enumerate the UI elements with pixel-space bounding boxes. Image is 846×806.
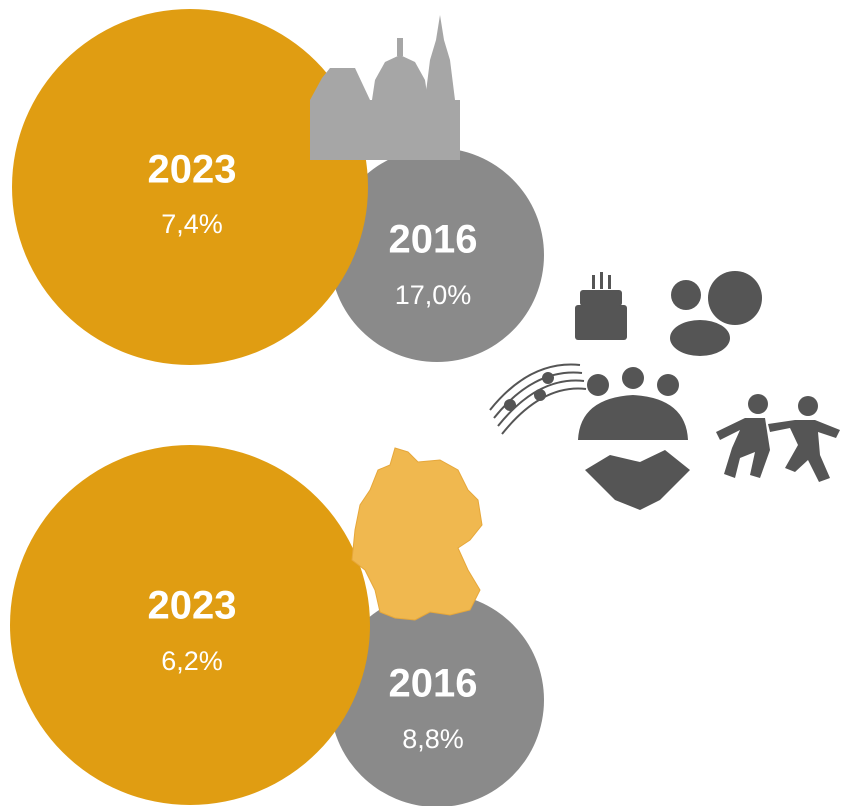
- current-year: 2023: [148, 584, 237, 628]
- current-value: 7,4%: [161, 209, 223, 239]
- circle-current: [12, 9, 368, 365]
- previous-value: 8,8%: [402, 724, 464, 754]
- event-icons: [489, 271, 840, 510]
- meeting-icon: [578, 367, 690, 510]
- current-value: 6,2%: [161, 646, 223, 676]
- group-country: 2023 6,2% 2016 8,8%: [10, 445, 544, 806]
- circle-previous: [330, 148, 544, 362]
- music-icon: [489, 363, 587, 435]
- cathedral-icon: [310, 15, 460, 160]
- dancers-icon: [716, 394, 840, 482]
- balls-icon: [670, 271, 762, 356]
- group-city: 2023 7,4% 2016 17,0%: [12, 9, 544, 365]
- previous-year: 2016: [389, 218, 478, 262]
- circle-current: [10, 445, 370, 805]
- previous-value: 17,0%: [395, 280, 472, 310]
- current-year: 2023: [148, 148, 237, 192]
- cake-icon: [575, 272, 627, 340]
- previous-year: 2016: [389, 662, 478, 706]
- germany-map: [351, 447, 483, 621]
- circle-previous: [330, 593, 544, 806]
